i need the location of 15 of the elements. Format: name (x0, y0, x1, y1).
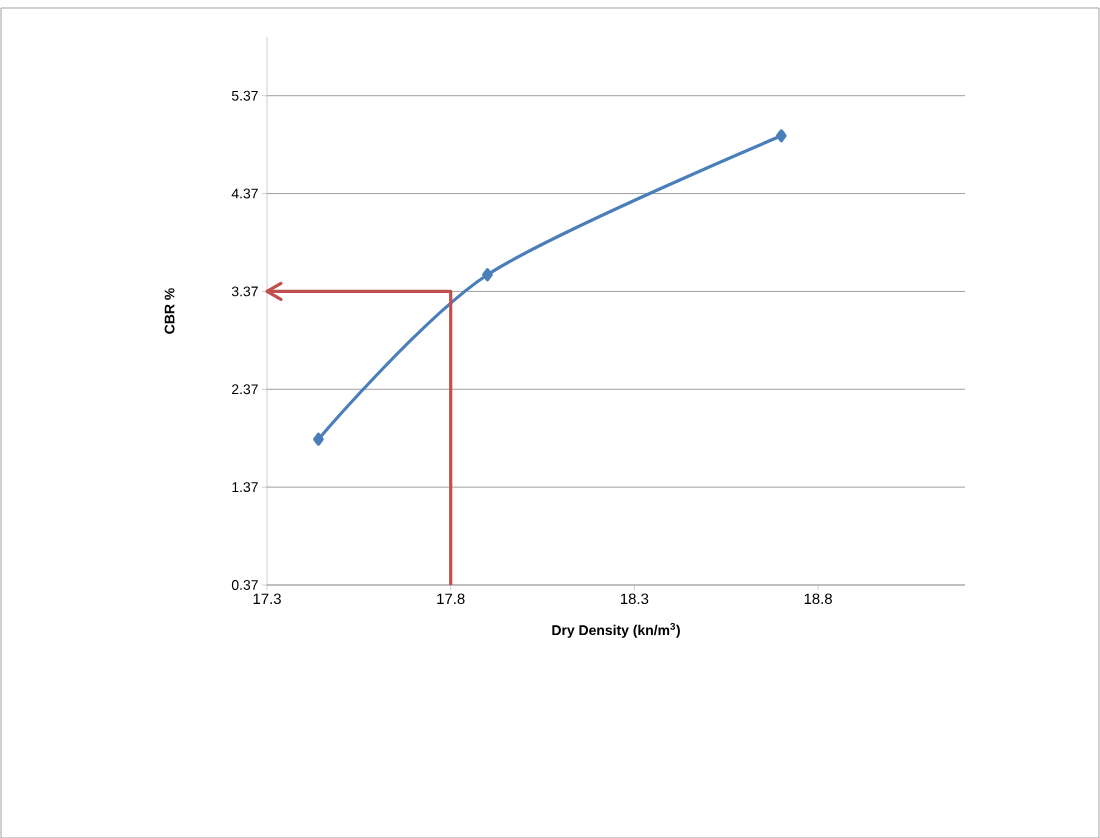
x-tick-label: 18.8 (804, 593, 832, 604)
point (775, 129, 787, 143)
x-tick-label: 17.8 (437, 593, 465, 604)
point (313, 432, 324, 446)
y-tick-label: 5.37 (231, 90, 258, 101)
y-tick-label: 1.37 (232, 481, 258, 492)
x-tick-label: 18.3 (620, 593, 649, 604)
x-axis-title: Dry Density (kn/m$^{3}$) (552, 622, 680, 638)
point (482, 267, 493, 282)
y-axis-title: CBR % (164, 287, 175, 334)
y-tick-label: 2.37 (232, 384, 258, 395)
y-tick-label: 4.37 (231, 188, 258, 199)
x-tick-label: 17.3 (253, 593, 281, 604)
y-tick-label: 0.37 (231, 579, 258, 590)
y-tick-label: 3.37 (231, 286, 258, 297)
